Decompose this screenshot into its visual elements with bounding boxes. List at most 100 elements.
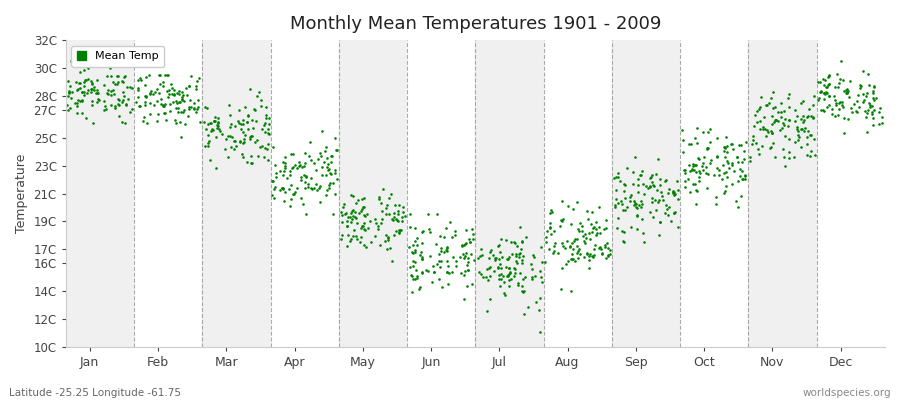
Point — [712, 172, 726, 178]
Point — [136, 118, 150, 124]
Point — [90, 99, 104, 106]
Point — [220, 154, 235, 160]
Point — [317, 159, 331, 165]
Point — [806, 113, 820, 120]
Point — [547, 242, 562, 249]
Point — [686, 162, 700, 169]
Point — [418, 267, 433, 273]
Point — [439, 258, 454, 264]
Point — [184, 104, 198, 110]
Point — [734, 159, 749, 165]
Point — [238, 132, 252, 138]
Point — [750, 119, 764, 125]
Point — [788, 118, 803, 124]
Point — [241, 113, 256, 120]
Point — [824, 105, 839, 112]
Point — [589, 226, 603, 232]
Point — [703, 139, 717, 145]
Point — [799, 152, 814, 158]
Point — [816, 89, 831, 96]
Point — [284, 167, 298, 174]
Point — [325, 211, 339, 218]
Point — [744, 140, 759, 147]
Point — [432, 276, 446, 282]
Point — [459, 227, 473, 233]
Point — [392, 230, 407, 236]
Point — [572, 255, 586, 261]
Point — [448, 228, 463, 234]
Point — [538, 239, 553, 245]
Point — [186, 106, 201, 113]
Point — [717, 154, 732, 160]
Point — [361, 224, 375, 231]
Point — [105, 79, 120, 85]
Point — [107, 90, 122, 97]
Point — [568, 235, 582, 242]
Point — [575, 233, 590, 239]
Point — [447, 232, 462, 238]
Point — [857, 97, 871, 104]
Point — [502, 265, 517, 271]
Point — [733, 142, 747, 148]
Point — [286, 150, 301, 157]
Point — [685, 160, 699, 167]
Point — [716, 147, 731, 154]
Point — [250, 153, 265, 159]
Point — [486, 252, 500, 258]
Point — [760, 126, 774, 133]
Point — [259, 104, 274, 111]
Point — [618, 195, 633, 201]
Point — [439, 248, 454, 254]
Point — [675, 127, 689, 134]
Point — [187, 100, 202, 106]
Point — [580, 251, 595, 258]
Point — [415, 270, 429, 276]
Point — [776, 146, 790, 152]
Point — [371, 223, 385, 229]
Point — [245, 133, 259, 140]
Point — [515, 239, 529, 246]
Point — [296, 172, 310, 179]
Point — [548, 240, 562, 246]
Point — [172, 90, 186, 97]
Point — [564, 240, 579, 246]
Legend: Mean Temp: Mean Temp — [71, 46, 164, 67]
Point — [232, 106, 247, 113]
Point — [800, 128, 814, 134]
Point — [746, 132, 760, 139]
Point — [219, 136, 233, 143]
Point — [807, 93, 822, 99]
Point — [501, 277, 516, 283]
Point — [860, 107, 875, 113]
Point — [454, 270, 469, 276]
Point — [482, 265, 497, 272]
Point — [505, 251, 519, 258]
Point — [440, 269, 454, 275]
Point — [434, 258, 448, 264]
Point — [483, 246, 498, 253]
Point — [653, 188, 668, 195]
Point — [508, 252, 523, 259]
Point — [725, 180, 740, 187]
Point — [875, 114, 889, 120]
Point — [180, 92, 194, 99]
Point — [766, 105, 780, 111]
Point — [440, 281, 454, 287]
Point — [817, 96, 832, 102]
Point — [348, 233, 363, 239]
Point — [766, 140, 780, 146]
Point — [806, 136, 821, 142]
Point — [406, 250, 420, 256]
Point — [659, 202, 673, 208]
Point — [626, 180, 641, 187]
Point — [781, 95, 796, 102]
Point — [594, 249, 608, 256]
Point — [410, 275, 424, 282]
Point — [321, 166, 336, 173]
Point — [313, 199, 328, 206]
Point — [275, 172, 290, 178]
Point — [122, 96, 136, 102]
Point — [165, 91, 179, 97]
Point — [508, 266, 522, 272]
Point — [403, 211, 418, 218]
